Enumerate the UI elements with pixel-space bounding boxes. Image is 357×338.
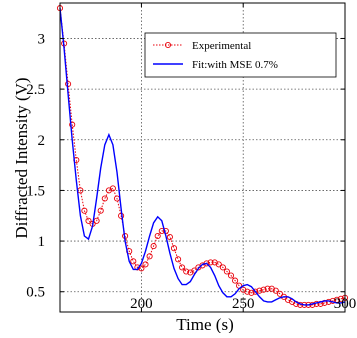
experimental-data-point: [175, 256, 182, 263]
x-tick-label: 250: [232, 296, 255, 312]
experimental-data-point: [248, 289, 255, 296]
fit-series-line: [59, 8, 346, 306]
experimental-data-point: [227, 272, 235, 279]
legend-box: [144, 32, 337, 78]
experimental-data-point: [130, 258, 137, 265]
experimental-data-point: [85, 217, 92, 224]
y-tick-label: 2.5: [26, 82, 45, 98]
ticks-layer: 200 250 300 0.5 1 1.5 2 2.5 3: [26, 3, 356, 312]
experimental-data-point: [101, 195, 108, 202]
experimental-data-point: [215, 261, 222, 268]
experimental-data-point: [256, 287, 263, 294]
legend-fit-label: Fit:with MSE 0.7%: [192, 59, 278, 71]
experimental-data-point: [264, 285, 271, 292]
plot-frame: [59, 2, 346, 313]
experimental-data-point: [179, 264, 186, 271]
experimental-data-point: [276, 290, 283, 297]
experimental-data-point: [183, 268, 190, 275]
y-axis-title: Diffracted Intensity (V): [12, 77, 31, 238]
experimental-data-point: [223, 268, 230, 275]
experimental-data-point: [170, 245, 178, 252]
experimental-data-point: [337, 295, 344, 302]
y-tick-label: 0.5: [26, 285, 45, 301]
experimental-data-point: [207, 259, 214, 266]
series-layer: [56, 5, 349, 308]
experimental-data-point: [97, 207, 104, 214]
experimental-data-point: [142, 261, 149, 268]
experimental-data-point: [69, 121, 76, 128]
experimental-data-point: [146, 253, 153, 260]
x-tick-label: 200: [130, 296, 153, 312]
experimental-data-point: [109, 185, 116, 192]
experimental-data-point: [166, 233, 173, 241]
x-tick-label: 300: [334, 296, 357, 312]
experimental-data-point: [232, 277, 239, 284]
y-tick-label: 3: [38, 31, 46, 47]
legend-experimental-marker: [164, 41, 172, 49]
experimental-data-point: [244, 288, 251, 295]
y-tick-label: 1: [38, 234, 46, 250]
experimental-data-point: [150, 243, 157, 250]
y-tick-label: 2: [38, 133, 46, 149]
x-axis-title: Time (s): [176, 315, 233, 333]
experimental-data-point: [272, 287, 279, 294]
experimental-data-point: [81, 207, 88, 214]
experimental-data-point: [219, 264, 226, 271]
experimental-data-point: [260, 286, 267, 293]
experimental-data-point: [252, 288, 259, 295]
y-tick-label: 1.5: [26, 183, 45, 199]
experimental-data-point: [154, 232, 161, 240]
legend: Experimental Fit:with MSE 0.7%: [144, 32, 337, 78]
legend-experimental-label: Experimental: [192, 40, 251, 52]
